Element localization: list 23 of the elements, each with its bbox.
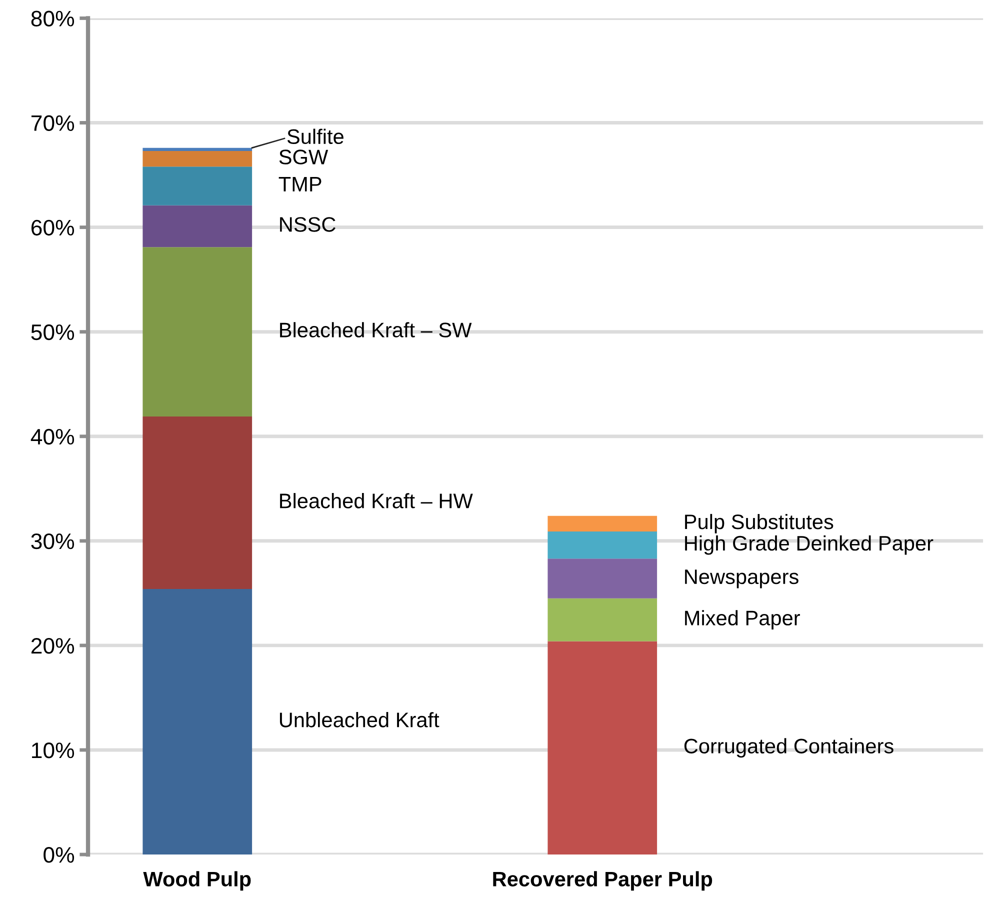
series-label: Pulp Substitutes (685, 514, 834, 534)
series-label: NSSC (280, 217, 336, 232)
y-tick-label: 40% (30, 428, 74, 445)
series-label: Sulfite (287, 128, 344, 144)
y-tick-label: 20% (31, 638, 74, 654)
series-label: Newspapers (685, 570, 798, 588)
y-tick-label: 10% (32, 742, 74, 758)
y-tick-label: 50% (31, 324, 74, 340)
y-tick-label: 80% (31, 10, 74, 26)
series-label: Unbleached Kraft (280, 712, 440, 728)
series-label: High Grade Deinked Paper (685, 535, 934, 555)
series-label: Bleached Kraft – HW (280, 493, 473, 508)
series-label: SGW (279, 150, 328, 164)
y-tick-label: 30% (31, 533, 74, 550)
x-tick-label: Wood Pulp (143, 871, 251, 891)
series-label: Mixed Paper (685, 610, 800, 630)
series-label: TMP (278, 177, 322, 192)
y-tick-label: 0% (44, 847, 74, 863)
series-label: Corrugated Containers (684, 738, 894, 758)
series-label: Bleached Kraft – SW (280, 322, 472, 338)
y-tick-label: 60% (31, 220, 74, 236)
x-tick-label: Recovered Paper Pulp (493, 871, 712, 891)
y-tick-label: 70% (31, 115, 74, 132)
